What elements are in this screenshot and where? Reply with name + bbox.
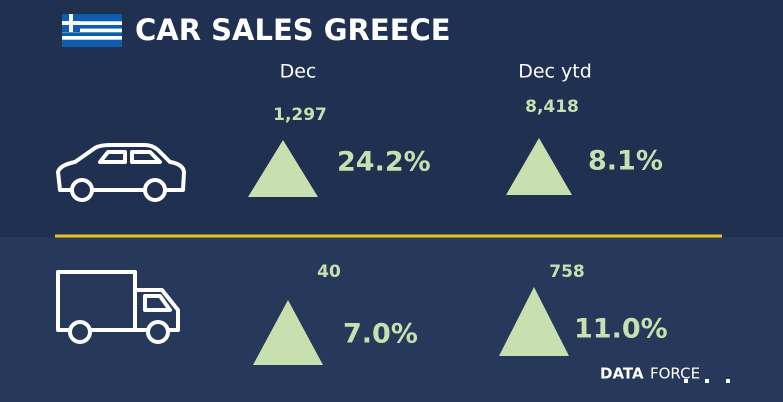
top-panel: [0, 0, 783, 237]
up-triangle: [499, 287, 569, 356]
sales-count: 8,418: [525, 97, 579, 117]
car-icon: [56, 143, 186, 202]
sales-count: 1,297: [273, 105, 327, 125]
greek-flag: [62, 14, 122, 47]
truck-icon: [56, 270, 180, 344]
up-triangle: [506, 138, 572, 195]
change-percent: 7.0%: [343, 319, 418, 350]
sales-count: 40: [317, 262, 341, 282]
up-triangle: [248, 140, 318, 197]
change-percent: 8.1%: [588, 146, 663, 177]
bottom-panel: [0, 237, 783, 402]
brand-bold: DATA: [600, 365, 644, 383]
change-percent: 24.2%: [337, 147, 431, 178]
column-header: Dec ytd: [518, 61, 592, 83]
sales-count: 758: [549, 262, 585, 282]
brand-light: FORCE: [650, 365, 700, 383]
title: CAR SALES GREECE: [135, 13, 451, 47]
brand: DATA FORCE: [600, 365, 730, 383]
column-header: Dec: [280, 61, 317, 83]
up-triangle: [253, 300, 323, 365]
change-percent: 11.0%: [574, 314, 668, 345]
